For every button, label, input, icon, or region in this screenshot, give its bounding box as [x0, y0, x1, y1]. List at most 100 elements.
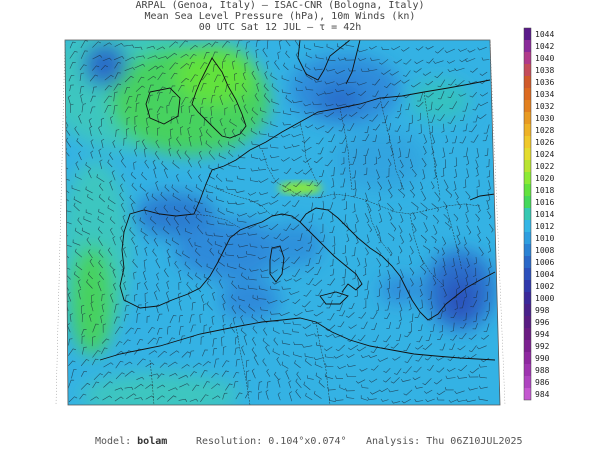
wind-barb: [394, 124, 401, 132]
wind-barb: [456, 398, 467, 402]
wind-barb: [96, 174, 105, 183]
wind-barb: [123, 137, 127, 146]
wind-barb: [443, 201, 448, 210]
wind-barb: [294, 246, 304, 252]
wind-barb: [425, 80, 434, 86]
wind-barb: [281, 75, 290, 82]
wind-barb: [396, 289, 401, 300]
wind-barb: [178, 315, 184, 323]
wind-barb: [258, 381, 263, 391]
wind-barb: [329, 268, 335, 276]
wind-barb: [401, 47, 410, 52]
colorbar-swatch-1044: [524, 28, 531, 40]
colorbar-label-1040: 1040: [535, 54, 554, 63]
wind-barb: [270, 144, 279, 149]
wind-barb: [342, 268, 346, 279]
wind-barb: [282, 200, 291, 207]
wind-barb: [270, 286, 280, 291]
wind-barb: [261, 118, 269, 124]
wind-barb: [65, 241, 72, 247]
wind-barb: [166, 280, 170, 290]
wind-barb: [234, 103, 238, 113]
wind-barb: [450, 124, 456, 132]
wind-barb: [371, 78, 381, 86]
wind-barb: [484, 148, 489, 157]
wind-barb: [217, 207, 225, 216]
wind-barb: [466, 257, 470, 268]
wind-barb: [251, 314, 258, 322]
wind-barb: [444, 387, 454, 391]
wind-barb: [212, 291, 216, 301]
wind-barb: [163, 167, 168, 179]
wind-barb: [226, 186, 237, 191]
wind-barb: [426, 58, 434, 64]
wind-barb: [121, 173, 126, 182]
wind-barb: [347, 122, 355, 131]
wind-barb: [114, 326, 123, 335]
wind-barb: [124, 386, 134, 391]
wind-barb: [147, 337, 157, 345]
wind-barb: [199, 62, 208, 70]
wind-barb: [274, 371, 279, 380]
wind-barb: [437, 90, 445, 100]
wind-barb: [277, 392, 281, 401]
wind-barb: [144, 147, 148, 158]
wind-barb: [485, 158, 490, 168]
wind-barb: [152, 248, 157, 257]
wind-barb: [450, 322, 455, 332]
wind-barb: [250, 127, 258, 135]
wind-barb: [246, 359, 250, 368]
wind-barb: [439, 343, 446, 351]
wind-barb: [173, 215, 179, 226]
wind-barb: [269, 311, 281, 315]
colorbar-label-1004: 1004: [535, 270, 554, 279]
wind-barb: [390, 377, 400, 384]
wind-barb: [329, 258, 334, 267]
colorbar-swatch-1032: [524, 100, 531, 112]
wind-barb: [389, 70, 399, 76]
wind-barb: [447, 69, 456, 72]
wind-barb: [475, 159, 479, 169]
wind-barb: [180, 335, 186, 344]
wind-barb: [245, 41, 251, 50]
wind-barb: [264, 71, 268, 80]
wind-barb: [450, 311, 457, 319]
wind-barb: [143, 259, 147, 270]
wind-barb: [136, 358, 146, 366]
wind-barb: [433, 246, 440, 254]
wind-barb: [271, 192, 280, 199]
wind-barb: [281, 256, 290, 264]
wind-barb: [371, 322, 377, 331]
wind-barb: [197, 224, 204, 235]
wind-barb: [193, 205, 201, 214]
wind-barb: [387, 158, 392, 167]
wind-barb: [240, 116, 245, 124]
wind-barb: [225, 251, 235, 257]
wind-barb: [247, 192, 257, 196]
wind-barb: [187, 272, 194, 280]
wind-barb: [236, 49, 241, 58]
wind-barb: [143, 235, 150, 245]
wind-barb: [433, 169, 437, 179]
wind-barb: [391, 79, 402, 86]
wind-barb: [134, 115, 138, 125]
wind-barb: [368, 45, 377, 50]
wind-barb: [200, 394, 209, 403]
pressure-colorbar: 1044 1042 1040 1038 1036 1034 1032 1030 1028 1026…: [523, 27, 554, 401]
wind-barb: [205, 140, 213, 149]
wind-barb: [169, 41, 179, 48]
wind-barb: [194, 242, 202, 248]
wind-barb: [430, 323, 435, 333]
wind-barb: [211, 315, 215, 325]
wind-barb: [130, 171, 137, 180]
wind-barb: [166, 290, 170, 302]
wind-barb: [184, 150, 190, 159]
wind-barb: [212, 348, 218, 356]
wind-barb: [124, 350, 132, 356]
wind-barb: [227, 200, 237, 204]
wind-barb: [324, 91, 334, 95]
wind-barb: [270, 178, 280, 184]
wind-barb: [463, 289, 468, 299]
wind-barb: [81, 335, 86, 344]
wind-barb: [98, 194, 105, 203]
